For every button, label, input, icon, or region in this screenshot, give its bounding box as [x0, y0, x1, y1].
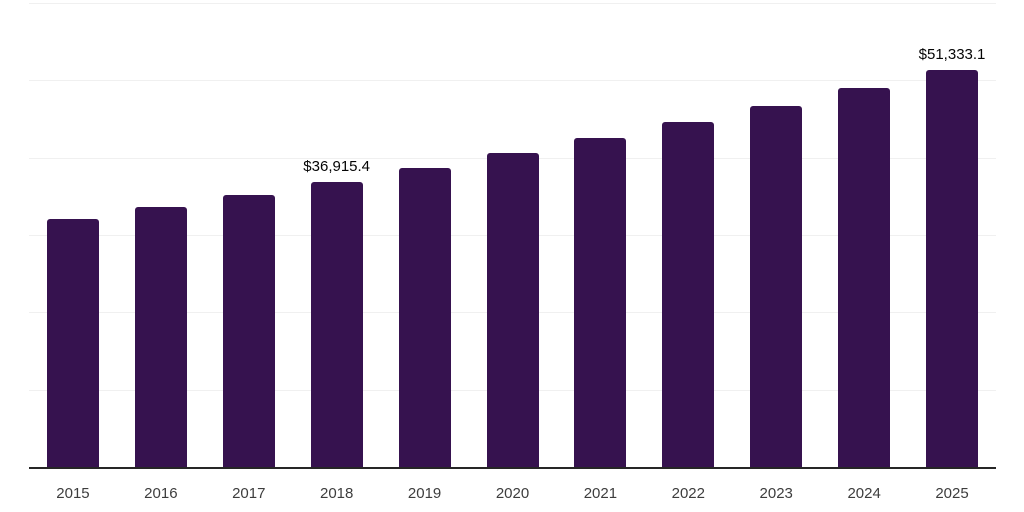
- x-tick-2018: 2018: [319, 485, 354, 502]
- x-tick-2023: 2023: [759, 485, 793, 502]
- x-tick-2017: 2017: [232, 485, 266, 502]
- x-tick-2019: 2019: [407, 485, 442, 502]
- data-label-2018: $36,915.4: [303, 157, 371, 175]
- bar-2024: [838, 88, 891, 467]
- bar-2018: [310, 181, 363, 467]
- x-tick-2021: 2021: [583, 485, 618, 502]
- x-tick-2022: 2022: [671, 485, 705, 502]
- bar-2022: [662, 122, 715, 467]
- x-tick-2020: 2020: [495, 485, 530, 502]
- data-label-2025: $51,333.1: [918, 46, 986, 64]
- x-tick-2024: 2024: [847, 485, 881, 502]
- gridline-60000: [29, 3, 996, 4]
- bar-2016: [134, 207, 187, 467]
- bar-2020: [486, 153, 539, 467]
- gridline-50000: [29, 80, 996, 82]
- x-tick-2016: 2016: [144, 485, 178, 502]
- x-tick-2025: 2025: [935, 485, 969, 502]
- bar-2021: [574, 138, 627, 467]
- bar-2019: [398, 167, 451, 467]
- bar-2015: [46, 219, 99, 467]
- bar-2025: [926, 70, 979, 467]
- bar-2017: [222, 194, 275, 467]
- x-axis-line: [29, 467, 996, 469]
- x-tick-2015: 2015: [56, 485, 90, 502]
- bar-2023: [750, 105, 803, 467]
